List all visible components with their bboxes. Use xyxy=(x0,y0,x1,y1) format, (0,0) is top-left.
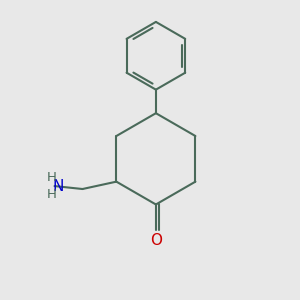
Text: H: H xyxy=(46,171,56,184)
Text: H: H xyxy=(46,188,56,201)
Text: O: O xyxy=(150,233,162,248)
Text: N: N xyxy=(52,178,64,194)
